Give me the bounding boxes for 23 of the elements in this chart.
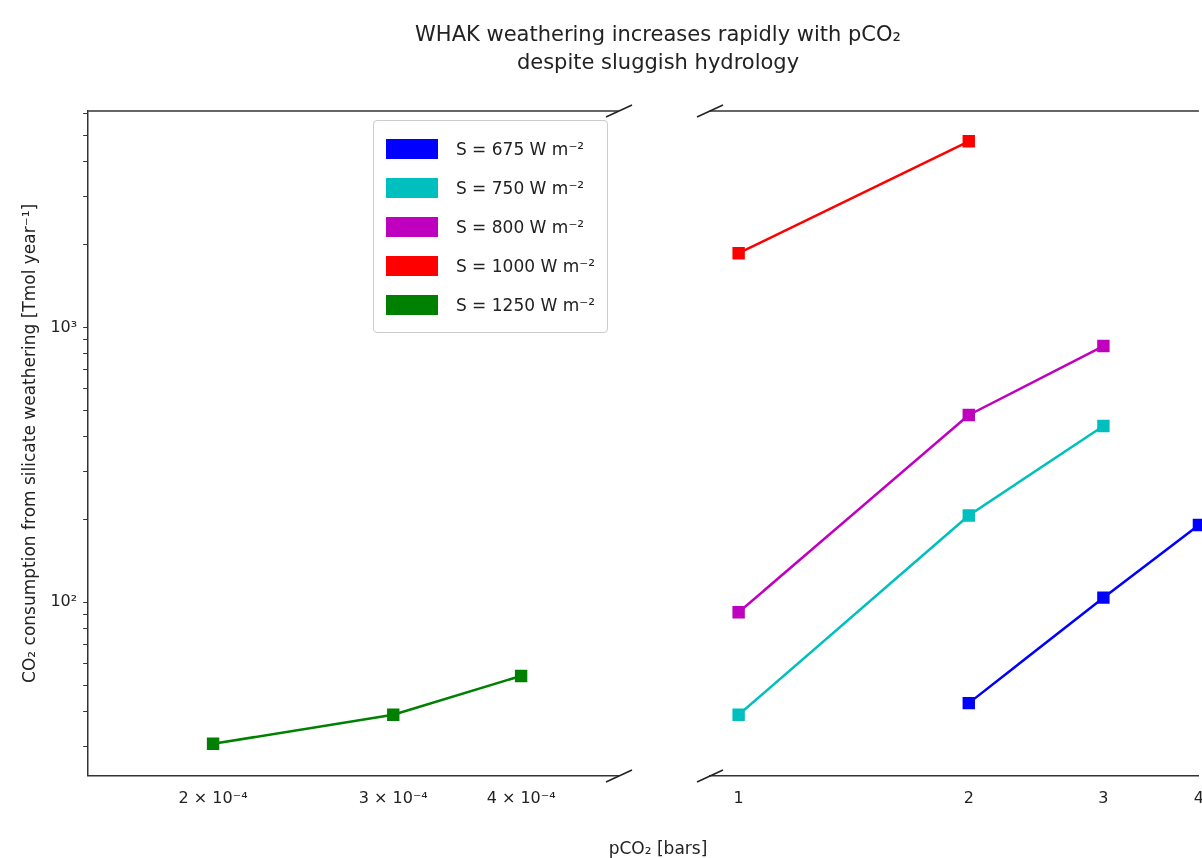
y-tick-label: 10³ (50, 316, 78, 336)
legend-label: S = 1250 W m⁻² (455, 294, 595, 315)
point (732, 708, 745, 721)
x-tick-label: 2 × 10⁻⁴ (178, 787, 248, 807)
legend-label: S = 1000 W m⁻² (455, 255, 595, 276)
y-tick-label: 10² (50, 591, 78, 611)
point (962, 509, 975, 522)
point (962, 408, 975, 422)
x-tick-label: 4 × 10⁻⁴ (486, 787, 556, 807)
point (732, 606, 745, 619)
point (732, 247, 745, 260)
legend-label: S = 750 W m⁻² (455, 177, 585, 198)
x-tick-label: 3 × 10⁻⁴ (358, 787, 428, 807)
x-tick-label: 3 (1098, 787, 1109, 807)
legend-label: S = 800 W m⁻² (455, 216, 585, 237)
x-tick-label: 1 (733, 787, 744, 807)
y-axis-title: CO₂ consumption from silicate weathering [Tmol year⁻¹] (18, 203, 39, 683)
x-axis-title: pCO₂ [bars] (607, 838, 709, 858)
x-tick-label: 2 (963, 787, 974, 807)
point (962, 135, 975, 148)
chart-title: WHAK weathering increases rapidly with pCO₂ (414, 21, 902, 48)
chart-subtitle: despite sluggish hydrology (515, 49, 801, 76)
legend-label: S = 675 W m⁻² (455, 138, 585, 159)
